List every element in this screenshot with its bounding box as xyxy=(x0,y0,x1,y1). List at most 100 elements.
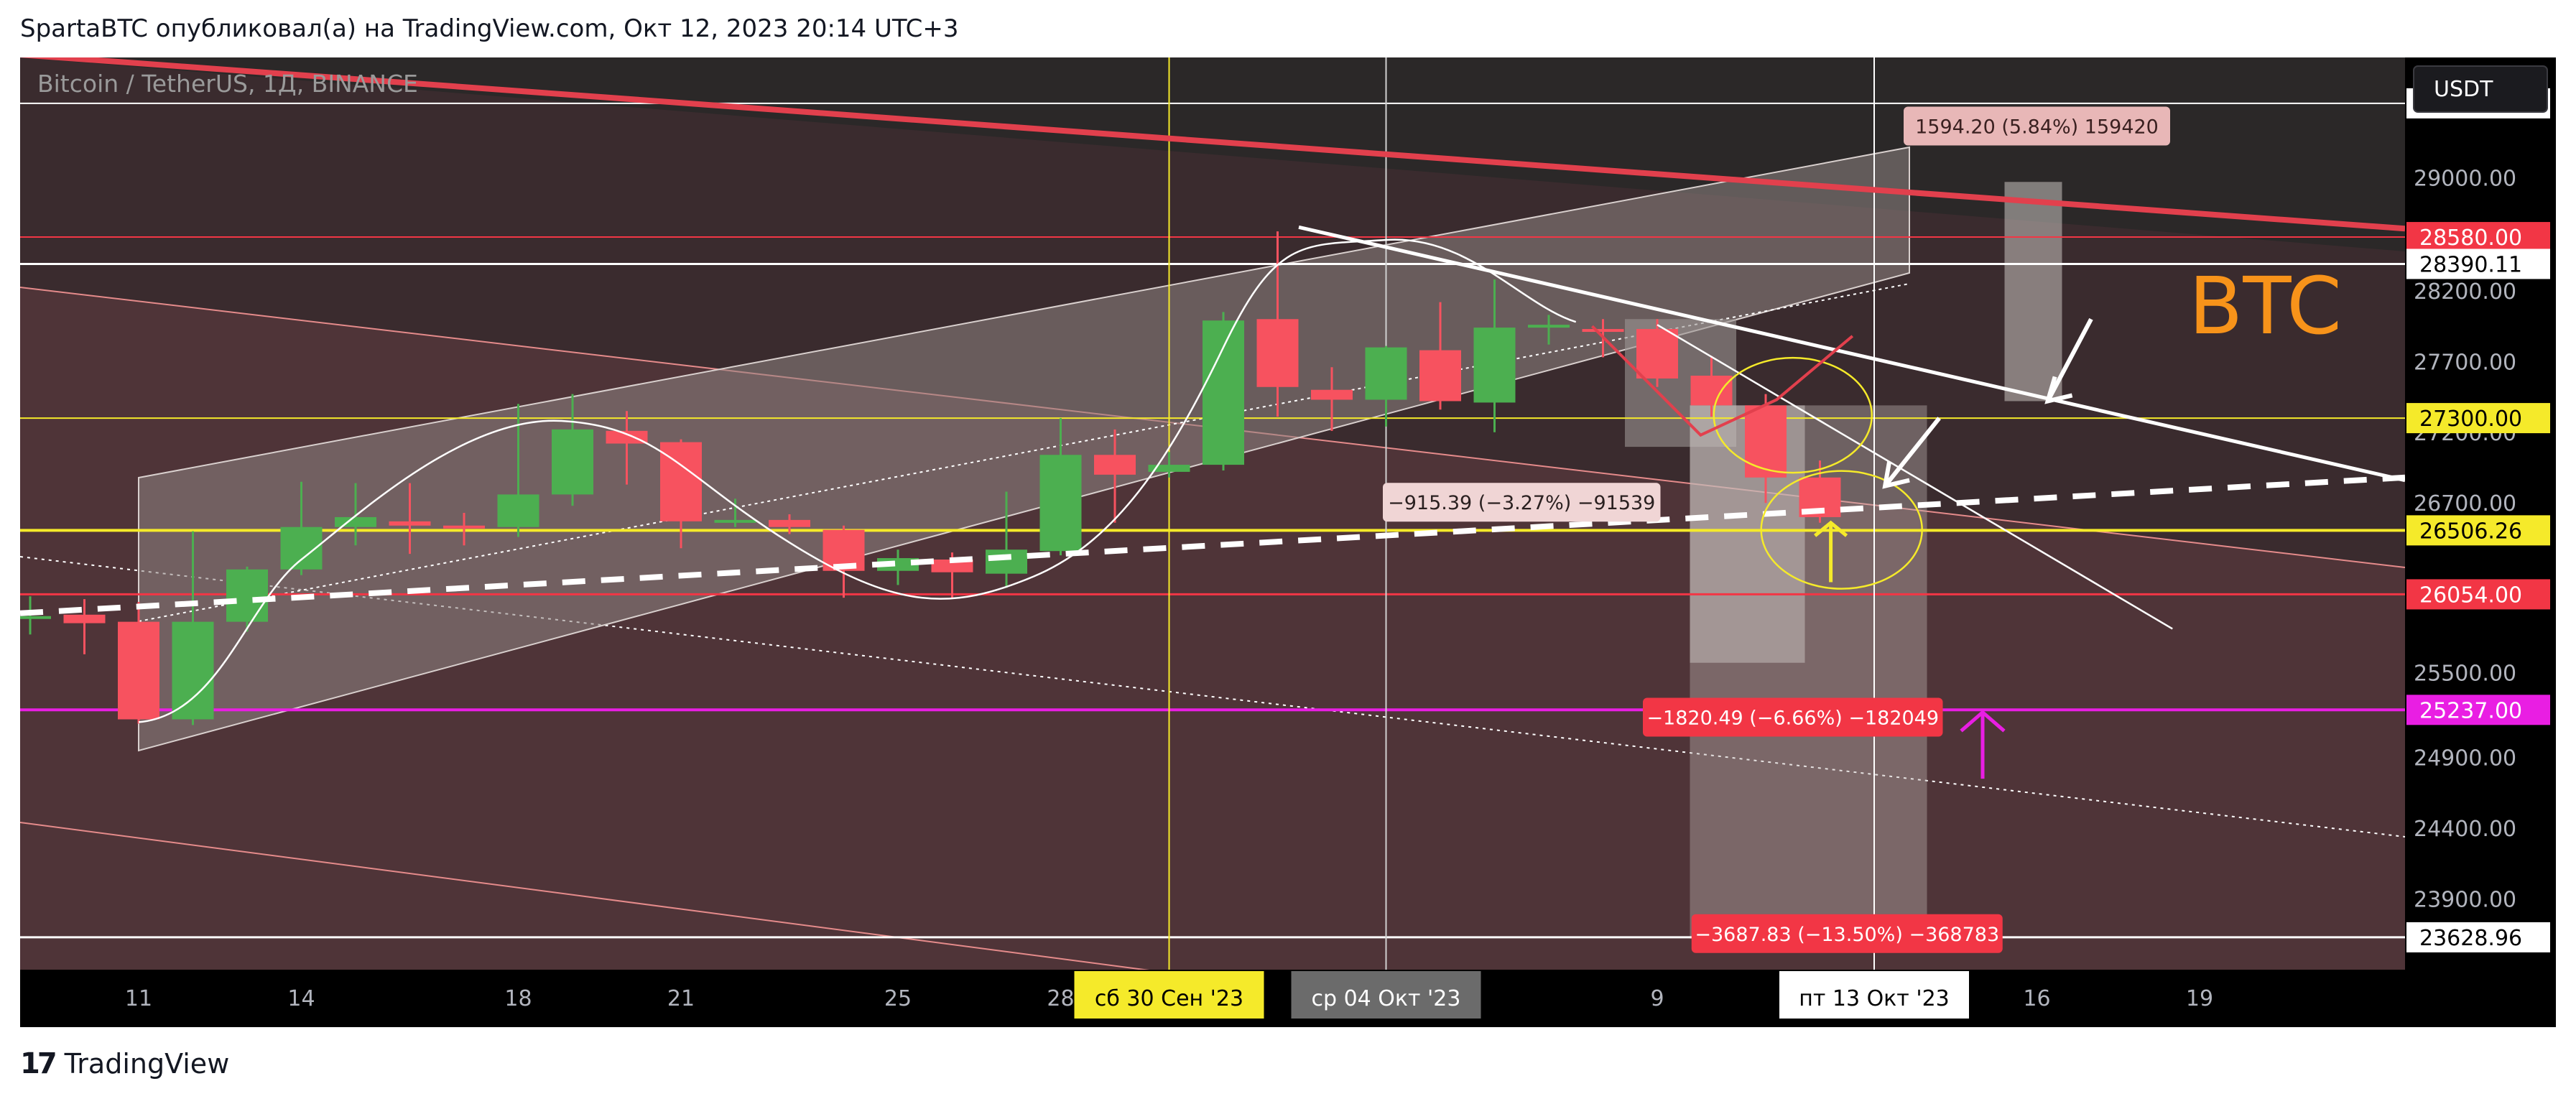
resistance-trendline[interactable] xyxy=(20,57,2405,232)
price-tag-label: 27300.00 xyxy=(2419,407,2522,432)
date-highlight-label: сб 30 Сен '23 xyxy=(1095,986,1243,1011)
y-tick-label: 27700.00 xyxy=(2414,350,2516,375)
price-tag[interactable] xyxy=(2406,515,2550,546)
x-tick-label: 28 xyxy=(1047,986,1074,1011)
y-tick-label: 23900.00 xyxy=(2414,888,2516,913)
candle-body[interactable] xyxy=(714,519,756,523)
red-forecast-path[interactable] xyxy=(1590,325,1854,437)
price-tag[interactable] xyxy=(2406,403,2550,434)
measure-label: −3687.83 (−13.50%) −368783 xyxy=(1695,924,1999,946)
chart-header-title: SpartaBTC опубликовал(а) на TradingView.… xyxy=(20,14,959,43)
measure-label-box[interactable] xyxy=(1691,914,2003,953)
dotted-trendline[interactable] xyxy=(20,556,2405,838)
x-tick-label: 19 xyxy=(2186,986,2213,1011)
date-highlight-label: ср 04 Окт '23 xyxy=(1312,986,1461,1011)
price-tag[interactable] xyxy=(2406,579,2550,610)
btc-watermark: BTC xyxy=(2189,260,2342,352)
candle-body[interactable] xyxy=(769,519,810,527)
price-tag[interactable] xyxy=(2406,249,2550,279)
highlight-ellipse[interactable] xyxy=(1760,470,1923,590)
measure-label-box[interactable] xyxy=(1904,106,2170,146)
arrow-head-icon xyxy=(1814,520,1848,537)
arrow-down-icon[interactable] xyxy=(1883,417,1941,488)
arrow-down-icon[interactable] xyxy=(2045,317,2093,402)
measure-label: 1594.20 (5.84%) 159420 xyxy=(1915,116,2159,138)
tradingview-brand[interactable]: 17 TradingView xyxy=(20,1047,229,1080)
price-tag[interactable] xyxy=(2406,222,2550,253)
candle-body[interactable] xyxy=(20,616,51,619)
candle-body[interactable] xyxy=(1636,329,1678,379)
x-tick-label: 9 xyxy=(1650,986,1664,1011)
price-tag-label: 26054.00 xyxy=(2419,583,2522,608)
candle-body[interactable] xyxy=(552,429,593,495)
candle-body[interactable] xyxy=(1256,319,1299,387)
candle-body[interactable] xyxy=(931,559,973,572)
candle-body[interactable] xyxy=(443,525,485,529)
candle-body[interactable] xyxy=(1311,389,1353,400)
candle-body[interactable] xyxy=(118,621,159,720)
arrow-head-icon xyxy=(2044,376,2073,404)
candle-body[interactable] xyxy=(1039,455,1082,552)
price-tag-label: 26506.26 xyxy=(2419,519,2522,544)
highlight-ellipse[interactable] xyxy=(1713,356,1873,474)
price-tag-label: 25237.00 xyxy=(2419,698,2522,723)
candle-body[interactable] xyxy=(1148,465,1190,472)
candle-body[interactable] xyxy=(1365,347,1407,400)
symbol-label: Bitcoin / TetherUS, 1Д, BINANCE xyxy=(37,70,418,98)
candle-body[interactable] xyxy=(1582,329,1624,333)
candle-body[interactable] xyxy=(1094,455,1136,475)
date-highlight-box[interactable] xyxy=(1291,971,1481,1019)
candle-body[interactable] xyxy=(1203,320,1244,465)
x-tick-label: 18 xyxy=(504,986,532,1011)
candle-body[interactable] xyxy=(172,621,214,720)
measure-label: −915.39 (−3.27%) −91539 xyxy=(1388,492,1655,514)
candle-body[interactable] xyxy=(497,494,539,527)
channel-line-lower[interactable] xyxy=(20,822,2405,1027)
y-tick-label: 25500.00 xyxy=(2414,662,2516,687)
price-tag-label: 28580.00 xyxy=(2419,226,2522,251)
candle-body[interactable] xyxy=(1690,376,1733,406)
y-tick-label: 24900.00 xyxy=(2414,746,2516,771)
x-tick-label: 25 xyxy=(884,986,912,1011)
y-tick-label: 29000.00 xyxy=(2414,166,2516,191)
candle-body[interactable] xyxy=(986,549,1027,574)
measure-zone[interactable] xyxy=(2004,182,2062,402)
x-tick-label: 11 xyxy=(125,986,152,1011)
y-tick-label: 26700.00 xyxy=(2414,491,2516,516)
y-tick-label: 28200.00 xyxy=(2414,279,2516,305)
date-highlight-label: пт 13 Окт '23 xyxy=(1799,986,1950,1011)
candle-body[interactable] xyxy=(1745,405,1787,478)
candle-body[interactable] xyxy=(606,430,648,444)
candle-body[interactable] xyxy=(1473,328,1516,403)
chart-frame[interactable]: BTC 1594.20 (5.84%) 159420 −915.39 (−3.27%… xyxy=(20,57,2556,1027)
measure-label-box[interactable] xyxy=(1383,483,1661,522)
x-tick-label: 16 xyxy=(2023,986,2050,1011)
candle-body[interactable] xyxy=(226,569,268,622)
currency-button[interactable] xyxy=(2413,65,2548,113)
wave-path[interactable] xyxy=(138,238,1577,723)
arrow-head-icon xyxy=(1882,461,1910,489)
price-tag-label: 28390.11 xyxy=(2419,252,2522,277)
descending-trendline[interactable] xyxy=(1298,225,2405,483)
candle-body[interactable] xyxy=(1419,350,1461,402)
candle-body[interactable] xyxy=(63,614,106,623)
candle-body[interactable] xyxy=(335,516,376,527)
measure-label: −1820.49 (−6.66%) −182049 xyxy=(1646,708,1939,730)
x-tick-label: 21 xyxy=(667,986,695,1011)
price-chart[interactable]: BTC 1594.20 (5.84%) 159420 −915.39 (−3.27%… xyxy=(20,57,2556,1027)
y-tick-label: 24400.00 xyxy=(2414,817,2516,842)
dashed-support-line[interactable] xyxy=(20,474,2405,616)
candle-body[interactable] xyxy=(1528,325,1570,328)
currency-button-label: USDT xyxy=(2434,77,2493,102)
x-tick-label: 14 xyxy=(287,986,315,1011)
tradingview-logo-icon: 17 xyxy=(20,1047,57,1080)
price-tag[interactable] xyxy=(2406,922,2550,952)
ascending-channel-median[interactable] xyxy=(138,283,1910,622)
date-highlight-box[interactable] xyxy=(1779,971,1969,1019)
date-highlight-box[interactable] xyxy=(1074,971,1264,1019)
projection-line[interactable] xyxy=(1657,324,2173,630)
price-tag[interactable] xyxy=(2406,695,2550,725)
price-tag-label: 23628.96 xyxy=(2419,926,2522,951)
candle-body[interactable] xyxy=(389,521,431,526)
measure-label-box[interactable] xyxy=(1643,697,1943,737)
